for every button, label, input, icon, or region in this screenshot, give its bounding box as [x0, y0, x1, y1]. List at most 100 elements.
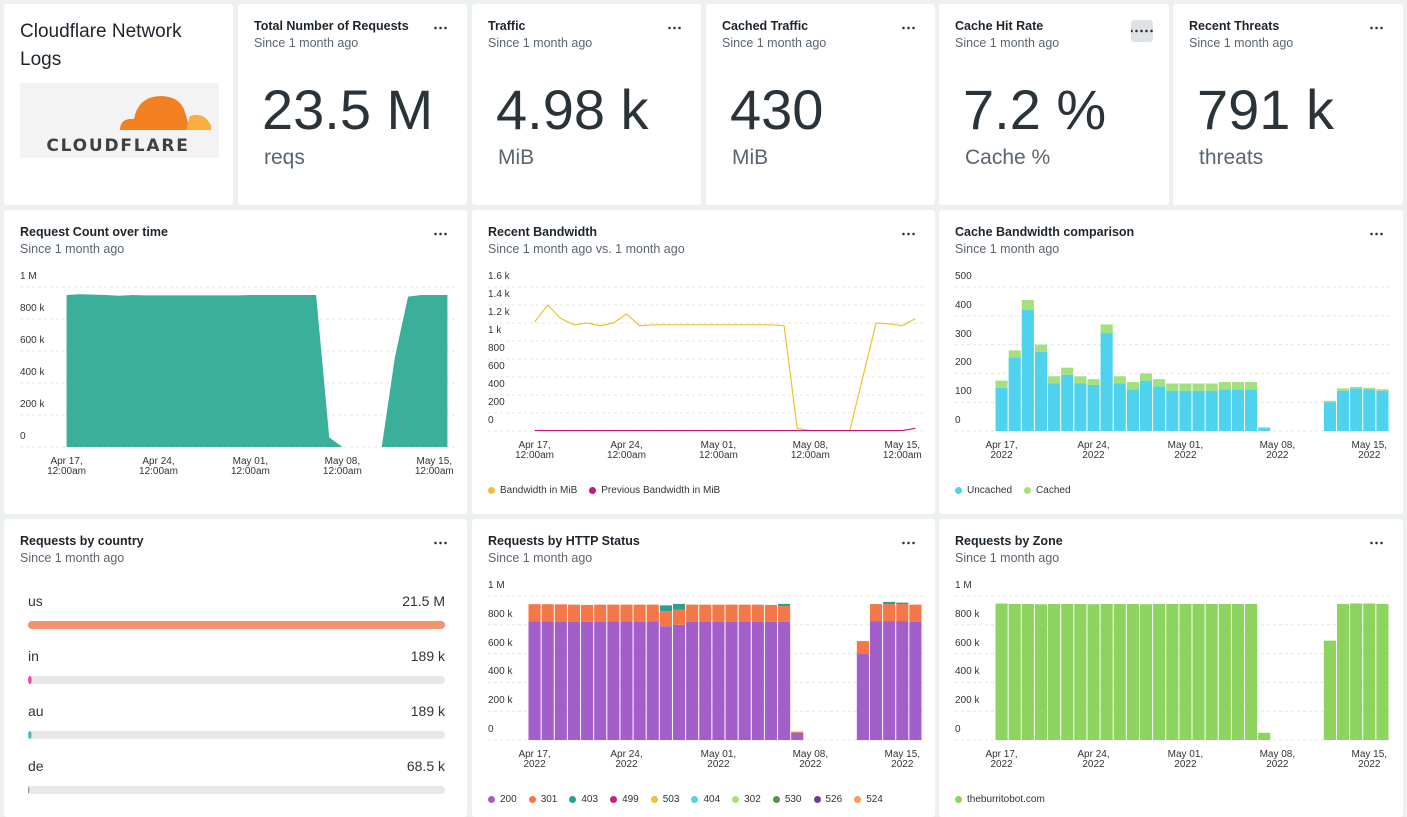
legend-item: 499: [610, 794, 639, 805]
menu-button[interactable]: [667, 26, 681, 30]
menu-button[interactable]: [433, 26, 447, 30]
y-tick-label: 600 k: [488, 637, 513, 649]
bar: [1074, 603, 1087, 740]
bar: [1376, 390, 1389, 431]
bar: [856, 641, 869, 655]
chart-title: Request Count over time: [20, 225, 168, 239]
bar: [725, 604, 738, 622]
menu-button[interactable]: [1369, 232, 1383, 236]
x-tick-label: Apr 24, 12:00am: [139, 456, 178, 477]
billboard-title: Cache Hit Rate: [955, 19, 1044, 33]
legend-label: 499: [622, 794, 639, 805]
y-tick-label: 800: [488, 343, 505, 354]
chart-subtitle: Since 1 month ago: [20, 551, 125, 565]
bar: [1100, 603, 1113, 740]
billboard-value: 23.5 M: [262, 78, 434, 141]
bar: [528, 604, 541, 622]
bar: [659, 605, 672, 612]
bar: [1323, 400, 1336, 403]
chart-card: Requests by Zone Since 1 month ago 0 200 k 4…: [939, 519, 1403, 817]
chart-title: Requests by country: [20, 534, 144, 548]
menu-button[interactable]: [901, 541, 915, 545]
bar: [896, 621, 909, 740]
menu-button[interactable]: [901, 26, 915, 30]
chart-card: Requests by country Since 1 month ago us 21…: [4, 519, 467, 817]
bar: [633, 621, 646, 740]
bar: [686, 621, 699, 740]
bar: [1048, 383, 1061, 431]
menu-button[interactable]: [1131, 20, 1153, 42]
bar: [1087, 604, 1100, 740]
chart-subtitle: Since 1 month ago vs. 1 month ago: [488, 242, 685, 256]
chart-card: Requests by HTTP Status Since 1 month ago…: [472, 519, 935, 817]
billboard-card: Cached Traffic Since 1 month ago 430 MiB: [706, 4, 935, 205]
menu-button[interactable]: [901, 232, 915, 236]
bar: [1021, 310, 1034, 431]
bar: [1350, 386, 1363, 389]
y-tick-label: 200 k: [488, 695, 513, 707]
menu-button[interactable]: [433, 541, 447, 545]
bar: [1192, 390, 1205, 431]
bar: [869, 604, 883, 622]
billboard-unit: threats: [1199, 146, 1264, 169]
bar: [778, 606, 791, 622]
legend-label: 524: [866, 794, 883, 805]
x-tick-label: May 08, 12:00am: [790, 440, 830, 461]
bar: [633, 604, 646, 622]
logo-cloud: [120, 96, 190, 130]
y-tick-label: 400 k: [488, 666, 513, 678]
y-tick-label: 800 k: [488, 608, 513, 620]
bar: [778, 621, 791, 740]
legend-item: Cached: [1024, 485, 1071, 496]
y-tick-label: 1 M: [955, 580, 972, 591]
bar: [778, 603, 791, 607]
y-tick-label: 0: [488, 724, 494, 735]
bar: [995, 387, 1008, 431]
bar: [1021, 603, 1034, 740]
x-tick-label: Apr 17, 12:00am: [47, 456, 87, 477]
x-tick-label: May 01, 12:00am: [698, 440, 738, 461]
x-tick-label: Apr 24, 2022: [1077, 440, 1110, 461]
y-tick-label: 0: [955, 415, 961, 426]
y-tick-label: 300: [955, 328, 972, 340]
bar: [672, 624, 686, 740]
category-label: in: [28, 648, 39, 664]
track: [28, 676, 445, 684]
bar: [1205, 603, 1218, 740]
bar: [567, 621, 581, 740]
logo-card: CLOUDFLARE Cloudflare Network Logs: [4, 4, 233, 205]
bar: [1113, 383, 1126, 431]
bar: [1363, 387, 1376, 390]
menu-button[interactable]: [1369, 541, 1383, 545]
menu-button[interactable]: [433, 232, 447, 236]
legend-swatch: [955, 796, 962, 803]
area: [66, 294, 448, 447]
legend-label: Uncached: [967, 485, 1013, 496]
bar: [1179, 603, 1192, 740]
bar: [1363, 603, 1376, 740]
billboard-unit: Cache %: [965, 146, 1051, 169]
y-tick-label: 600 k: [955, 637, 980, 649]
bar: [1336, 603, 1350, 740]
bar: [1061, 374, 1074, 431]
bar: [896, 604, 909, 622]
menu-button[interactable]: [1369, 26, 1383, 30]
bar: [659, 626, 672, 740]
billboard-subtitle: Since 1 month ago: [955, 36, 1060, 50]
x-tick-label: May 08, 2022: [1259, 749, 1296, 770]
billboard-value: 7.2 %: [963, 78, 1107, 141]
logo: CLOUDFLARE: [20, 83, 219, 158]
billboard-unit: MiB: [732, 146, 769, 169]
legend-item: Previous Bandwidth in MiB: [589, 485, 720, 496]
bar: [1258, 427, 1271, 429]
bar: [554, 621, 567, 740]
chart: [488, 286, 924, 432]
x-tick-label: May 15, 2022: [1351, 440, 1388, 461]
x-tick-label: May 15, 2022: [1351, 749, 1388, 770]
y-tick-label: 1 M: [488, 580, 505, 591]
bar: [1100, 333, 1113, 431]
chart-subtitle: Since 1 month ago: [955, 242, 1060, 256]
category-label: au: [28, 703, 44, 719]
legend-item: Bandwidth in MiB: [488, 485, 577, 496]
